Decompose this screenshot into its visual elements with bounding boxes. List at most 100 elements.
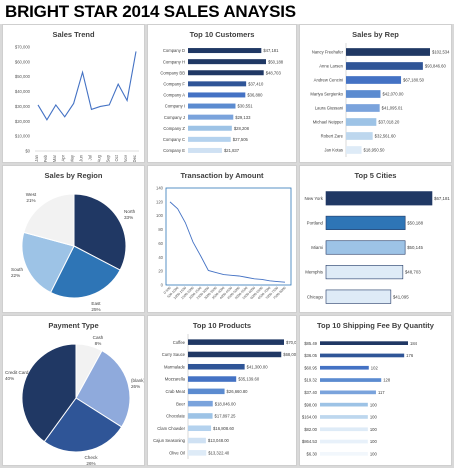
category-label: Coffee bbox=[173, 340, 186, 345]
data-label: $70,000 bbox=[286, 340, 297, 345]
sales-trend-title: Sales Trend bbox=[52, 30, 95, 39]
y-tick-label: $30,000 bbox=[15, 104, 31, 109]
category-label: Company E bbox=[163, 148, 185, 153]
bar bbox=[188, 114, 234, 120]
data-label: 100 bbox=[370, 439, 378, 444]
bar bbox=[188, 136, 231, 142]
y-tick-label: 0 bbox=[161, 283, 164, 288]
category-label: Chicago bbox=[307, 294, 324, 299]
sales-trend-panel: Sales Trend $0 $10,000 $20,000 $30,000 $40,0… bbox=[2, 24, 145, 163]
category-label: Company C bbox=[163, 137, 185, 142]
category-label: Mozzarella bbox=[165, 377, 186, 382]
category-label: $864.53 bbox=[302, 439, 318, 444]
y-tick-label: $10,000 bbox=[15, 134, 31, 139]
bar bbox=[188, 437, 206, 444]
bar bbox=[188, 48, 262, 54]
slice-percent-label: 25% bbox=[91, 307, 100, 312]
category-label: Jan Kotas bbox=[324, 148, 343, 153]
data-label: $68,000.00 bbox=[283, 352, 297, 357]
top-customers-title: Top 10 Customers bbox=[189, 30, 255, 39]
y-tick-label: 20 bbox=[158, 269, 163, 274]
bar bbox=[188, 413, 213, 419]
category-label: Olive Oil bbox=[169, 450, 185, 455]
data-label: $13,048.00 bbox=[208, 438, 230, 443]
bar bbox=[188, 92, 246, 98]
y-tick-label: 120 bbox=[156, 199, 164, 204]
slice-category-label: North bbox=[124, 209, 136, 214]
data-label: $18,046.00 bbox=[215, 401, 237, 406]
slice-percent-label: 21% bbox=[26, 198, 35, 203]
data-label: 102 bbox=[371, 365, 379, 370]
data-label: 100 bbox=[370, 451, 378, 456]
top-10-products-chart: Coffee $70,000 Curry Sauce $68,000.00 Marmal… bbox=[153, 334, 297, 459]
plot-area-border bbox=[165, 187, 292, 286]
bar bbox=[188, 351, 282, 358]
category-label: $82.00 bbox=[304, 427, 317, 432]
sales-by-rep-title: Sales by Rep bbox=[352, 30, 399, 39]
category-label: Chocolate bbox=[166, 414, 186, 419]
category-label: Company I bbox=[165, 104, 185, 109]
y-tick-label: $20,000 bbox=[15, 119, 31, 124]
slice-category-label: Cash bbox=[93, 335, 104, 340]
category-label: $37.40 bbox=[304, 390, 317, 395]
x-tick-label: Jul bbox=[87, 155, 92, 160]
data-label: $27,505 bbox=[233, 137, 249, 142]
slice-percent-label: 26% bbox=[86, 461, 95, 466]
category-label: New York bbox=[304, 196, 323, 201]
x-tick-label: Apr bbox=[61, 154, 66, 161]
top-5-cities-title: Top 5 Cities bbox=[354, 171, 397, 180]
data-label: $50,188 bbox=[407, 221, 423, 226]
data-label: $17,897.25 bbox=[215, 414, 237, 419]
transaction-by-amount-title: Transaction by Amount bbox=[180, 171, 264, 180]
slice-category-label: (blank) bbox=[131, 378, 145, 383]
bar bbox=[346, 104, 380, 112]
category-label: Company BB bbox=[160, 70, 185, 75]
bar bbox=[325, 289, 392, 304]
bar bbox=[188, 70, 264, 76]
bar bbox=[188, 400, 213, 407]
transaction-by-amount-chart: 0204060801001201400-500500-10001000-1500… bbox=[156, 186, 292, 300]
data-label: $28,208 bbox=[234, 126, 250, 131]
pie-slice bbox=[75, 350, 131, 428]
bar bbox=[346, 118, 377, 126]
bar bbox=[325, 265, 404, 280]
bar bbox=[188, 339, 284, 345]
y-tick-label: 40 bbox=[158, 255, 163, 260]
pie-slice bbox=[21, 231, 75, 294]
x-tick-label: Nov bbox=[123, 154, 128, 162]
data-label: 184 bbox=[410, 341, 418, 346]
data-label: $30,551 bbox=[237, 104, 253, 109]
data-label: $48,703 bbox=[266, 70, 282, 75]
bar bbox=[188, 425, 212, 432]
category-label: Company J bbox=[164, 115, 185, 120]
data-label: $41,300.00 bbox=[247, 364, 269, 369]
category-label: Nancy Freehafer bbox=[312, 50, 344, 55]
x-tick-label: May bbox=[70, 154, 75, 163]
category-label: Robert Zare bbox=[321, 134, 344, 139]
data-label: 128 bbox=[383, 378, 391, 383]
slice-category-label: East bbox=[91, 301, 101, 306]
bar bbox=[188, 103, 236, 109]
slice-percent-label: 33% bbox=[124, 215, 133, 220]
series-line bbox=[37, 51, 137, 121]
x-tick-label: 0-500 bbox=[163, 286, 172, 295]
x-tick-label: Dec bbox=[132, 155, 137, 162]
top-10-products-title: Top 10 Products bbox=[192, 321, 252, 330]
bar bbox=[320, 452, 368, 456]
bar bbox=[346, 90, 381, 98]
data-label: 117 bbox=[378, 390, 385, 395]
slice-category-label: Credit Card bbox=[5, 370, 29, 375]
sales-by-region-title: Sales by Region bbox=[44, 171, 103, 180]
series-line bbox=[169, 201, 286, 283]
category-label: $60.95 bbox=[304, 365, 317, 370]
data-label: 100 bbox=[370, 402, 378, 407]
top-10-products-panel: Top 10 Products Coffee $70,000 Curry Sauce… bbox=[147, 315, 297, 466]
y-tick-label: $70,000 bbox=[15, 45, 31, 50]
top-10-shipping-title: Top 10 Shipping Fee By Quantity bbox=[317, 321, 434, 330]
data-label: $29,133 bbox=[235, 115, 251, 120]
category-label: Mariya Sergienko bbox=[310, 92, 343, 97]
bar bbox=[346, 76, 402, 84]
pie-slice bbox=[43, 397, 123, 453]
bar bbox=[188, 450, 207, 456]
